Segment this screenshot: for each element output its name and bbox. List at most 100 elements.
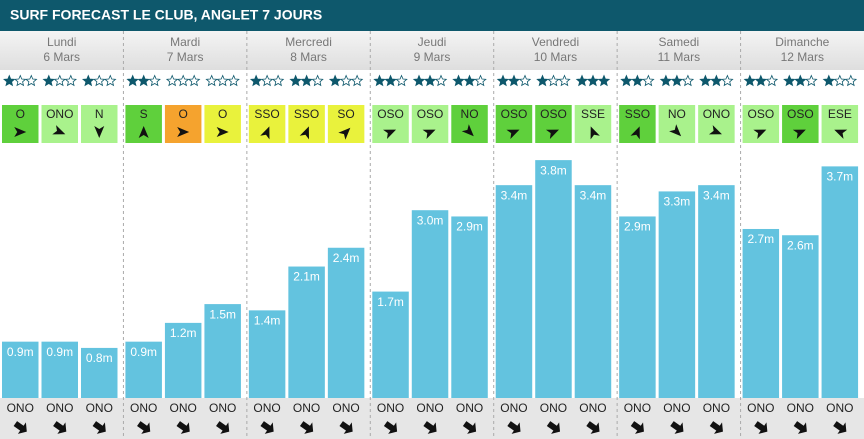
swell-direction: ONO: [579, 401, 606, 415]
wind-direction: N: [95, 107, 104, 121]
wind-arrow: [630, 126, 640, 140]
wind-arrow: [94, 126, 105, 138]
star: [300, 74, 313, 87]
wind-direction: SSO: [294, 107, 319, 121]
swell-direction: ONO: [86, 401, 113, 415]
wind-direction: O: [16, 107, 25, 121]
swell-arrow: [53, 421, 67, 434]
star-rating: [3, 74, 38, 87]
wind-direction: SO: [337, 107, 354, 121]
swell-direction: ONO: [7, 401, 34, 415]
wave-label: 2.7m: [747, 232, 774, 246]
star-rating: [289, 74, 324, 87]
swell-direction: ONO: [540, 401, 567, 415]
swell-arrow: [176, 421, 190, 434]
wave-label: 2.4m: [333, 251, 360, 265]
wind-box: [535, 105, 572, 143]
star: [536, 74, 549, 87]
wave-bar: [495, 185, 533, 398]
swell-arrow: [92, 421, 106, 434]
swell-arrow: [670, 421, 684, 434]
wave-bar: [698, 185, 735, 398]
swell-direction: ONO: [293, 401, 320, 415]
wind-direction: S: [140, 107, 148, 121]
wind-arrow: [753, 129, 767, 139]
star: [14, 74, 27, 87]
star: [642, 74, 655, 87]
star-rating: [575, 74, 611, 87]
swell-direction: ONO: [416, 401, 443, 415]
star: [216, 74, 229, 87]
star: [423, 74, 437, 87]
wave-bar: [619, 216, 656, 398]
wave-label: 3.4m: [501, 188, 528, 202]
wave-bar: [164, 322, 202, 398]
swell-arrow: [137, 421, 151, 434]
star: [42, 74, 55, 87]
star: [25, 74, 38, 87]
swell-direction: ONO: [500, 401, 527, 415]
star: [783, 74, 796, 87]
wind-arrow: [461, 124, 474, 137]
wave-label: 0.9m: [130, 345, 157, 359]
star: [260, 74, 274, 87]
wind-arrow: [834, 129, 848, 139]
swell-direction: ONO: [170, 401, 197, 415]
star: [620, 74, 633, 87]
day-date: 11 Mars: [658, 50, 700, 64]
wind-box: [451, 105, 488, 143]
wind-box: [372, 105, 409, 143]
swell-direction: ONO: [747, 401, 774, 415]
wind-arrow: [52, 125, 66, 135]
star: [187, 74, 201, 87]
wave-bar: [821, 166, 859, 398]
wave-label: 3.0m: [417, 213, 444, 227]
day-date: 8 Mars: [290, 50, 327, 64]
wind-direction: OSO: [501, 107, 528, 121]
star: [82, 74, 95, 87]
day-name: Lundi: [47, 35, 76, 49]
wind-direction: OSO: [377, 107, 404, 121]
wind-box: [2, 105, 39, 143]
swell-arrow: [383, 421, 398, 434]
star: [575, 74, 589, 87]
wave-label: 0.9m: [7, 345, 34, 359]
wave-bar: [411, 210, 449, 398]
star: [227, 74, 240, 87]
star-rating: [205, 74, 240, 87]
wave-bar: [41, 341, 78, 398]
star-rating: [743, 74, 779, 87]
day-name: Mercredi: [285, 35, 332, 49]
swell-arrow: [299, 421, 314, 434]
day-date: 12 Mars: [781, 50, 824, 64]
swell-direction: ONO: [377, 401, 404, 415]
day-name: Vendredi: [532, 35, 579, 49]
wave-label: 3.3m: [664, 195, 691, 209]
wind-direction: O: [218, 107, 227, 121]
day-name: Samedi: [659, 35, 700, 49]
wind-box: [782, 105, 819, 143]
star: [659, 74, 673, 87]
star-rating: [42, 74, 77, 87]
wind-box: [821, 105, 859, 143]
star-rating: [783, 74, 818, 87]
star: [176, 74, 190, 87]
wave-bar: [782, 235, 819, 398]
swell-arrow: [793, 421, 807, 434]
star: [350, 74, 364, 87]
star: [597, 74, 611, 87]
swell-arrow: [546, 421, 561, 434]
star: [148, 74, 161, 87]
swell-direction: ONO: [130, 401, 157, 415]
star: [126, 74, 139, 87]
day-name: Jeudi: [418, 35, 447, 49]
star: [311, 74, 324, 87]
star: [104, 74, 117, 87]
swell-arrow: [709, 421, 723, 434]
wave-label: 1.5m: [209, 307, 236, 321]
swell-arrow: [260, 421, 274, 434]
day-date: 7 Mars: [167, 50, 204, 64]
star: [833, 74, 847, 87]
wind-arrow: [138, 126, 149, 138]
